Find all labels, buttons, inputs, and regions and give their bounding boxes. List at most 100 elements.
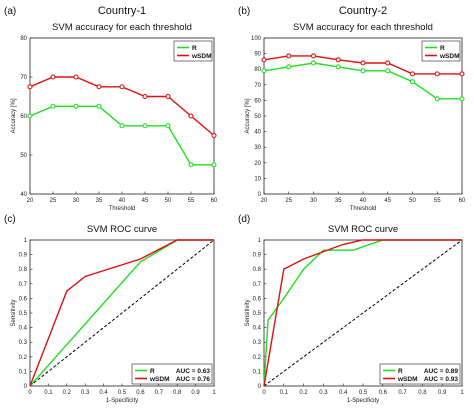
- data-point-r: [434, 96, 440, 102]
- y-tick-label: 0.8: [253, 267, 262, 273]
- x-tick-label: 0.7: [155, 390, 164, 396]
- chart-title: SVM ROC curve: [328, 224, 398, 235]
- y-tick-label: 60: [254, 98, 261, 104]
- y-tick-label: 100: [251, 36, 262, 42]
- data-point-r: [261, 68, 267, 74]
- data-point-r: [165, 123, 171, 129]
- legend-label-wsdm: wSDM: [397, 376, 418, 383]
- y-tick-label: 0.1: [253, 369, 262, 375]
- country-title: Country-1: [98, 5, 146, 17]
- y-tick-label: 60: [20, 114, 27, 120]
- x-tick-label: 0.8: [173, 390, 182, 396]
- y-tick-label: 0.2: [19, 355, 28, 361]
- x-tick-label: 0.6: [136, 390, 145, 396]
- x-tick-label: 40: [119, 198, 126, 204]
- data-point-wsdm: [211, 132, 217, 139]
- plot-frame: [29, 37, 215, 195]
- y-tick-label: 0.2: [253, 355, 262, 361]
- chart-panel-1: (b) Country-2 SVM accuracy for each thresh…: [238, 5, 466, 212]
- panel-label: (b): [238, 6, 250, 17]
- x-tick-label: 0: [28, 390, 32, 396]
- chart-title: SVM accuracy for each threshold: [52, 22, 192, 33]
- data-point-wsdm: [409, 71, 416, 77]
- data-point-r: [27, 113, 33, 119]
- x-axis-label: 1-Specificity: [347, 398, 379, 404]
- legend-auc-r: AUC = 0.89: [424, 368, 459, 375]
- data-point-r: [310, 60, 317, 66]
- x-tick-label: 50: [409, 198, 416, 204]
- y-tick-label: 40: [254, 130, 261, 136]
- legend-label-r: R: [440, 45, 445, 52]
- data-point-r: [188, 162, 194, 168]
- data-point-wsdm: [188, 113, 194, 119]
- legend-auc-r: AUC = 0.63: [176, 368, 211, 375]
- data-point-r: [73, 103, 79, 109]
- x-tick-label: 40: [360, 198, 367, 204]
- legend-auc-wsdm: AUC = 0.76: [176, 376, 211, 383]
- y-axis-label: Accuracy [%]: [245, 98, 251, 133]
- legend-label-wsdm: wSDM: [149, 376, 170, 383]
- x-tick-label: 0.4: [99, 390, 108, 396]
- data-point-wsdm: [165, 93, 171, 100]
- data-point-wsdm: [142, 93, 148, 100]
- x-tick-label: 0: [262, 390, 266, 396]
- data-point-r: [96, 103, 102, 109]
- y-tick-label: 30: [254, 145, 261, 151]
- country-title: Country-2: [339, 5, 387, 17]
- y-tick-label: 0.9: [253, 253, 262, 259]
- data-point-wsdm: [286, 53, 292, 59]
- y-tick-label: 50: [254, 114, 261, 120]
- y-tick-label: 90: [254, 52, 261, 58]
- y-axis-label: Accuracy [%]: [11, 98, 17, 133]
- y-axis-label: Sensitivity: [245, 299, 251, 326]
- x-tick-label: 60: [211, 198, 218, 204]
- x-tick-label: 60: [459, 198, 466, 204]
- data-point-wsdm: [459, 71, 465, 77]
- y-tick-label: 80: [254, 67, 261, 73]
- y-tick-label: 0.4: [253, 326, 262, 332]
- legend-auc-wsdm: AUC = 0.93: [424, 376, 459, 383]
- x-axis-label: Threshold: [350, 206, 377, 212]
- x-tick-label: 0.5: [118, 390, 127, 396]
- x-tick-label: 0.2: [299, 390, 308, 396]
- data-point-wsdm: [27, 84, 33, 90]
- data-point-r: [211, 162, 217, 168]
- x-tick-label: 0.3: [81, 390, 90, 396]
- data-point-wsdm: [385, 60, 391, 66]
- y-tick-label: 50: [20, 153, 27, 159]
- series-line-r: [29, 105, 214, 166]
- x-tick-label: 45: [384, 198, 391, 204]
- x-tick-label: 30: [73, 198, 80, 204]
- legend-label-r: R: [398, 368, 403, 375]
- y-axis-label: Sensitivity: [11, 299, 17, 326]
- y-tick-label: 0.7: [253, 282, 262, 288]
- data-point-r: [142, 123, 148, 129]
- data-point-r: [409, 79, 416, 85]
- y-tick-label: 0.4: [19, 326, 28, 332]
- y-tick-label: 80: [20, 36, 27, 42]
- y-tick-label: 0.8: [19, 267, 28, 273]
- x-tick-label: 0.8: [418, 390, 427, 396]
- y-tick-label: 1: [258, 238, 262, 244]
- series-line-wsdm: [263, 239, 462, 387]
- x-tick-label: 0.2: [63, 390, 72, 396]
- x-tick-label: 0.5: [359, 390, 368, 396]
- legend-label-wsdm: wSDM: [191, 53, 212, 60]
- data-point-r: [119, 123, 125, 129]
- y-tick-label: 0.3: [19, 340, 28, 346]
- x-tick-label: 0.3: [319, 390, 328, 396]
- chart-panel-3: (d) SVM ROC curve 0 0.1 0.2 0.3 0.4 0.5 0.6 0.7 0.…: [238, 214, 464, 404]
- y-tick-label: 1: [24, 238, 28, 244]
- x-tick-label: 55: [188, 198, 195, 204]
- y-tick-label: 0: [258, 384, 262, 390]
- panel-label: (c): [4, 214, 16, 225]
- x-tick-label: 50: [165, 198, 172, 204]
- y-tick-label: 0.3: [253, 340, 262, 346]
- x-tick-label: 0.4: [339, 390, 348, 396]
- x-tick-label: 25: [285, 198, 292, 204]
- panel-label: (a): [4, 6, 16, 17]
- x-tick-label: 25: [50, 198, 57, 204]
- y-tick-label: 70: [20, 75, 27, 81]
